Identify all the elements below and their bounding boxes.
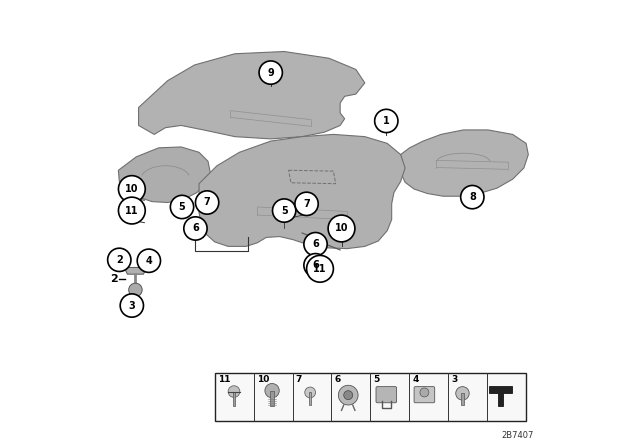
Circle shape: [170, 195, 194, 219]
Text: 3: 3: [129, 301, 135, 310]
Text: 7: 7: [296, 375, 302, 384]
Text: 10: 10: [335, 224, 348, 233]
Text: 6: 6: [312, 260, 319, 270]
Text: 4: 4: [412, 375, 419, 384]
Circle shape: [184, 217, 207, 240]
Circle shape: [305, 387, 316, 398]
Text: 6: 6: [312, 239, 319, 249]
Text: 6: 6: [335, 375, 341, 384]
Circle shape: [339, 385, 358, 405]
Polygon shape: [118, 147, 210, 202]
Text: 3: 3: [451, 375, 458, 384]
Circle shape: [307, 255, 333, 282]
Text: 11: 11: [125, 206, 139, 215]
Circle shape: [129, 283, 142, 297]
Bar: [270, 391, 274, 406]
Bar: [308, 392, 312, 405]
Bar: [232, 392, 236, 406]
Circle shape: [137, 249, 161, 272]
Text: 7: 7: [303, 199, 310, 209]
Polygon shape: [199, 134, 405, 249]
Text: 4: 4: [145, 256, 152, 266]
Text: 7: 7: [204, 198, 211, 207]
Text: 10: 10: [125, 184, 139, 194]
FancyBboxPatch shape: [376, 387, 397, 403]
Text: 8: 8: [469, 192, 476, 202]
Text: 11: 11: [218, 375, 230, 384]
Text: 11: 11: [313, 264, 327, 274]
Text: 9: 9: [268, 68, 274, 78]
Text: 10: 10: [257, 375, 269, 384]
Circle shape: [304, 233, 327, 256]
Text: 2: 2: [109, 274, 118, 284]
Text: 5: 5: [281, 206, 287, 215]
Circle shape: [456, 387, 469, 400]
Text: 5: 5: [179, 202, 186, 212]
Circle shape: [273, 199, 296, 222]
Circle shape: [120, 294, 143, 317]
Circle shape: [295, 192, 318, 215]
Text: 1: 1: [383, 116, 390, 126]
Circle shape: [195, 191, 219, 214]
Circle shape: [344, 391, 353, 400]
Circle shape: [328, 215, 355, 242]
Circle shape: [228, 386, 240, 397]
Text: 6: 6: [192, 224, 199, 233]
Polygon shape: [138, 52, 365, 139]
FancyBboxPatch shape: [414, 387, 435, 403]
Circle shape: [108, 248, 131, 271]
Circle shape: [259, 61, 282, 84]
Circle shape: [118, 176, 145, 202]
Polygon shape: [401, 130, 528, 196]
Circle shape: [304, 254, 327, 277]
Polygon shape: [490, 386, 512, 406]
FancyBboxPatch shape: [214, 373, 526, 421]
Circle shape: [118, 197, 145, 224]
Circle shape: [374, 109, 398, 133]
Polygon shape: [124, 267, 147, 274]
Text: 2: 2: [116, 255, 123, 265]
Circle shape: [461, 185, 484, 209]
Circle shape: [265, 383, 279, 398]
Text: 5: 5: [374, 375, 380, 384]
Bar: [461, 393, 464, 405]
Text: 2B7407: 2B7407: [502, 431, 534, 440]
Circle shape: [420, 388, 429, 397]
